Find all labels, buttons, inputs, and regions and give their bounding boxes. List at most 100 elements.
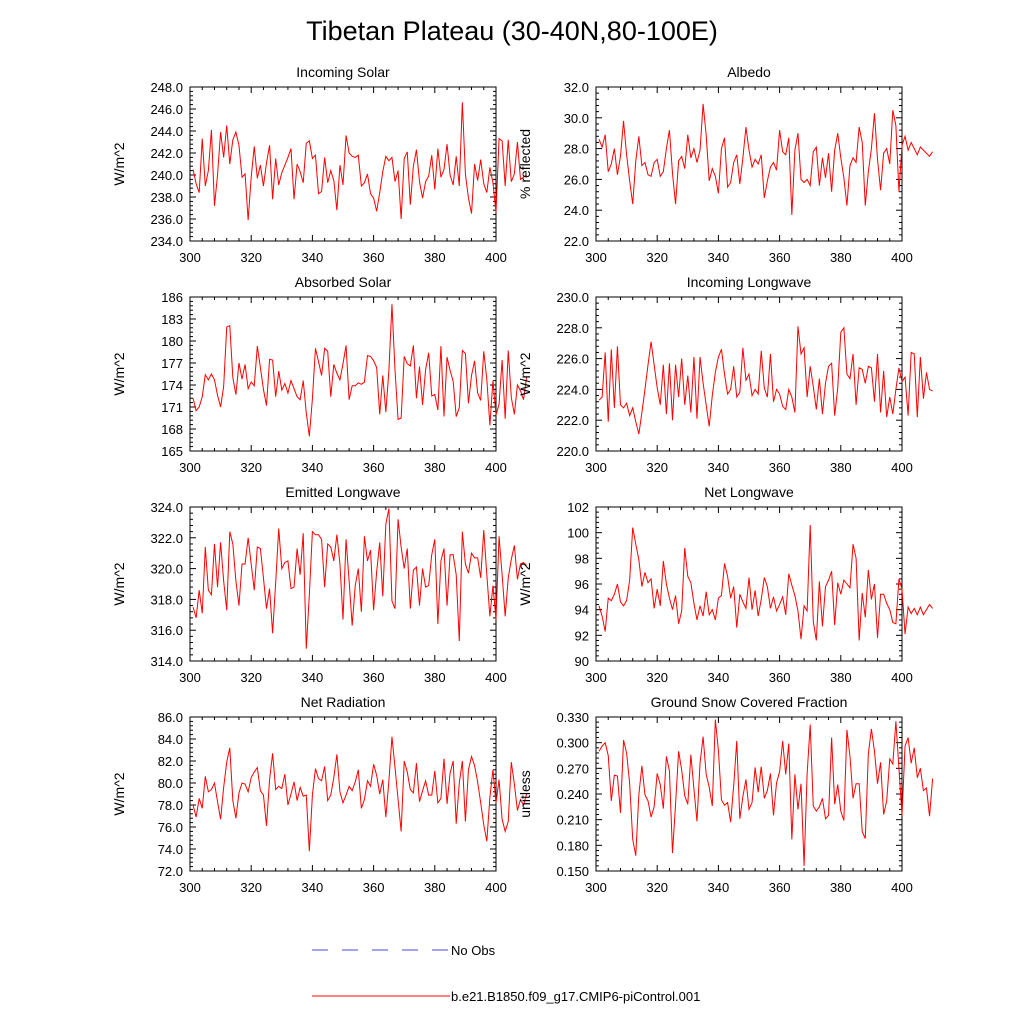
y-tick-label: 244.0 <box>150 124 183 139</box>
y-tick-label: 180 <box>161 334 183 349</box>
y-tick-label: 72.0 <box>158 864 183 879</box>
y-tick-label: 76.0 <box>158 820 183 835</box>
x-tick-label: 400 <box>485 880 507 895</box>
y-tick-label: 168 <box>161 422 183 437</box>
plot-frame <box>595 296 903 452</box>
legend-model-label: b.e21.B1850.f09_g17.CMIP6-piControl.001 <box>451 989 700 1004</box>
panel-title: Incoming Longwave <box>687 274 812 290</box>
series-line <box>598 719 934 866</box>
x-tick-label: 300 <box>585 880 607 895</box>
x-tick-label: 360 <box>769 460 791 475</box>
plot-frame <box>189 296 497 452</box>
x-tick-label: 300 <box>179 880 201 895</box>
x-tick-label: 300 <box>179 250 201 265</box>
panel-title: Albedo <box>727 64 771 80</box>
y-axis-label: W/m^2 <box>517 352 533 395</box>
y-axis-label: W/m^2 <box>517 562 533 605</box>
y-tick-label: 0.270 <box>556 761 589 776</box>
y-tick-label: 322.0 <box>150 531 183 546</box>
y-tick-label: 92 <box>575 628 589 643</box>
y-tick-label: 86.0 <box>158 710 183 725</box>
x-tick-label: 360 <box>363 670 385 685</box>
y-tick-label: 220.0 <box>556 444 589 459</box>
x-tick-label: 340 <box>708 880 730 895</box>
y-tick-label: 26.0 <box>564 172 589 187</box>
y-tick-label: 183 <box>161 312 183 327</box>
x-tick-label: 320 <box>240 880 262 895</box>
x-tick-label: 380 <box>424 460 446 475</box>
x-tick-label: 340 <box>302 880 324 895</box>
y-axis-label: W/m^2 <box>111 142 127 185</box>
panel-title: Net Longwave <box>704 484 794 500</box>
y-tick-label: 318.0 <box>150 592 183 607</box>
y-tick-label: 234.0 <box>150 234 183 249</box>
series-line <box>598 326 933 435</box>
x-tick-label: 320 <box>240 670 262 685</box>
panel-title: Net Radiation <box>301 694 386 710</box>
y-tick-label: 22.0 <box>564 234 589 249</box>
y-tick-label: 248.0 <box>150 80 183 95</box>
y-tick-label: 228.0 <box>556 321 589 336</box>
x-tick-label: 380 <box>830 250 852 265</box>
y-tick-label: 240.0 <box>150 168 183 183</box>
series-line <box>192 102 527 221</box>
x-tick-label: 360 <box>769 880 791 895</box>
y-tick-label: 90 <box>575 654 589 669</box>
y-tick-label: 78.0 <box>158 798 183 813</box>
y-tick-label: 82.0 <box>158 754 183 769</box>
y-tick-label: 30.0 <box>564 111 589 126</box>
x-tick-label: 360 <box>363 250 385 265</box>
x-tick-label: 360 <box>363 460 385 475</box>
panel-title: Absorbed Solar <box>295 274 392 290</box>
y-tick-label: 222.0 <box>556 413 589 428</box>
y-tick-label: 186 <box>161 290 183 305</box>
series-line <box>192 736 528 852</box>
legend-no-obs-label: No Obs <box>451 943 496 958</box>
series-line <box>598 103 934 215</box>
x-tick-label: 400 <box>485 670 507 685</box>
plot-frame <box>189 716 497 872</box>
y-tick-label: 320.0 <box>150 562 183 577</box>
x-tick-label: 320 <box>646 250 668 265</box>
x-tick-label: 380 <box>830 880 852 895</box>
y-tick-label: 32.0 <box>564 80 589 95</box>
plot-frame <box>189 506 497 662</box>
x-tick-label: 360 <box>769 250 791 265</box>
x-tick-label: 320 <box>646 880 668 895</box>
y-tick-label: 242.0 <box>150 146 183 161</box>
y-axis-label: unitless <box>517 770 533 817</box>
x-tick-label: 300 <box>585 460 607 475</box>
x-tick-label: 320 <box>646 670 668 685</box>
y-tick-label: 246.0 <box>150 102 183 117</box>
x-tick-label: 400 <box>485 250 507 265</box>
y-tick-label: 0.210 <box>556 813 589 828</box>
y-tick-label: 238.0 <box>150 190 183 205</box>
y-tick-label: 174 <box>161 378 183 393</box>
x-tick-label: 380 <box>424 670 446 685</box>
x-tick-label: 380 <box>424 250 446 265</box>
plot-frame <box>595 86 903 242</box>
x-tick-label: 400 <box>891 670 913 685</box>
x-tick-label: 400 <box>891 460 913 475</box>
panel-title: Incoming Solar <box>296 64 390 80</box>
y-tick-label: 96 <box>575 577 589 592</box>
x-tick-label: 300 <box>585 250 607 265</box>
x-tick-label: 300 <box>179 460 201 475</box>
y-tick-label: 226.0 <box>556 352 589 367</box>
y-tick-label: 0.180 <box>556 838 589 853</box>
panel-incoming-solar: Incoming Solar W/m^2 300 320 340 360 380 400 234… <box>111 64 527 265</box>
x-tick-label: 340 <box>302 670 324 685</box>
y-tick-label: 102 <box>567 500 589 515</box>
series-line <box>192 304 528 437</box>
x-tick-label: 380 <box>830 460 852 475</box>
y-tick-label: 28.0 <box>564 142 589 157</box>
y-tick-label: 171 <box>161 400 183 415</box>
y-tick-label: 0.330 <box>556 710 589 725</box>
panel-title: Emitted Longwave <box>285 484 400 500</box>
y-axis-label: % reflected <box>517 129 533 199</box>
y-tick-label: 236.0 <box>150 212 183 227</box>
x-tick-label: 360 <box>769 670 791 685</box>
y-tick-label: 230.0 <box>556 290 589 305</box>
y-axis-label: W/m^2 <box>111 772 127 815</box>
